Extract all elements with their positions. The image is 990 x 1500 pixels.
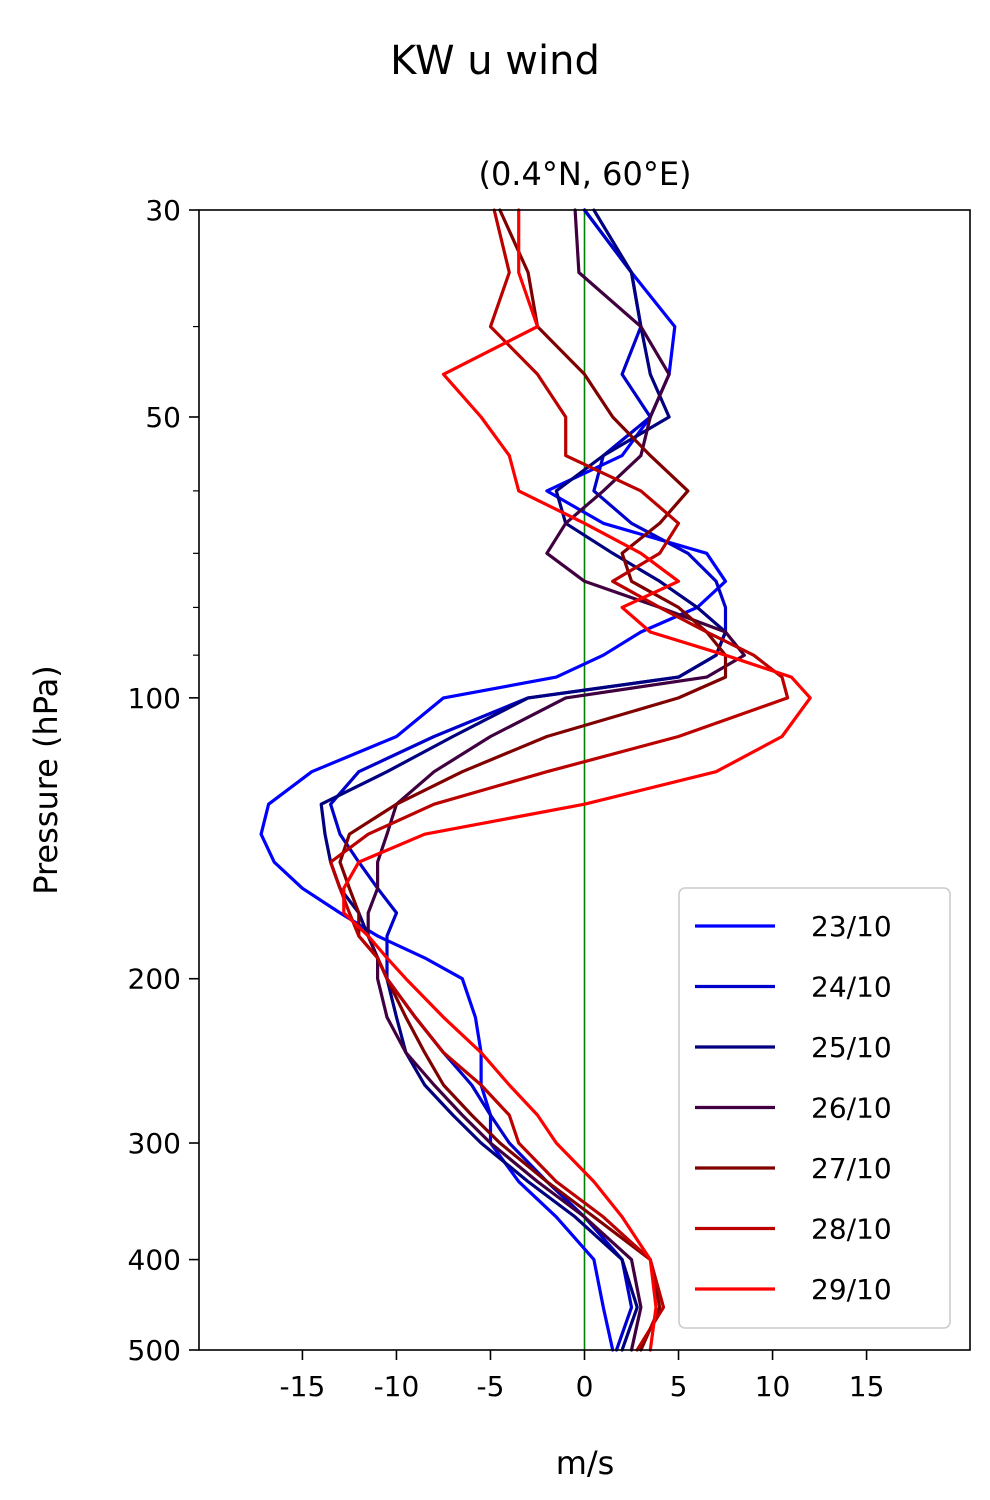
y-tick-label: 200 xyxy=(128,963,181,996)
y-tick-label: 100 xyxy=(128,682,181,715)
x-tick-label: 10 xyxy=(755,1370,791,1403)
chart-subtitle: (0.4°N, 60°E) xyxy=(478,155,691,193)
series-layer xyxy=(259,208,812,1352)
legend-label: 24/10 xyxy=(811,971,892,1004)
x-tick-label: -10 xyxy=(374,1370,420,1403)
legend-label: 28/10 xyxy=(811,1213,892,1246)
chart-title: KW u wind xyxy=(390,38,600,84)
series-line-23-10 xyxy=(259,208,728,1352)
x-axis-label: m/s xyxy=(556,1444,615,1482)
series-line-25-10 xyxy=(319,208,728,1352)
series-line-24-10 xyxy=(329,208,728,1352)
y-tick-label: 300 xyxy=(128,1127,181,1160)
plot-frame xyxy=(198,209,971,1351)
legend-label: 27/10 xyxy=(811,1152,892,1185)
y-tick-label: 30 xyxy=(145,194,181,227)
ticks-layer: -15 -10 -5 0 5 10 15 30 50 100 200 300 400 500 xyxy=(128,194,885,1403)
x-tick-label: -15 xyxy=(280,1370,326,1403)
series-line-28-10 xyxy=(329,208,790,1352)
legend-label: 26/10 xyxy=(811,1092,892,1125)
y-tick-label: 500 xyxy=(128,1334,181,1367)
series-line-29-10 xyxy=(342,208,812,1352)
legend: 23/10 24/10 25/10 26/10 27/10 28/10 29/10 xyxy=(678,887,951,1329)
y-tick-label: 400 xyxy=(128,1244,181,1277)
legend-label: 25/10 xyxy=(811,1031,892,1064)
series-line-27-10 xyxy=(338,208,728,1352)
x-tick-label: 0 xyxy=(576,1370,594,1403)
legend-label: 23/10 xyxy=(811,910,892,943)
y-axis-label: Pressure (hPa) xyxy=(27,665,65,895)
x-tick-label: -5 xyxy=(477,1370,505,1403)
x-tick-label: 5 xyxy=(670,1370,688,1403)
legend-box xyxy=(678,887,951,1329)
legend-label: 29/10 xyxy=(811,1273,892,1306)
x-tick-label: 15 xyxy=(849,1370,885,1403)
y-tick-label: 50 xyxy=(145,401,181,434)
